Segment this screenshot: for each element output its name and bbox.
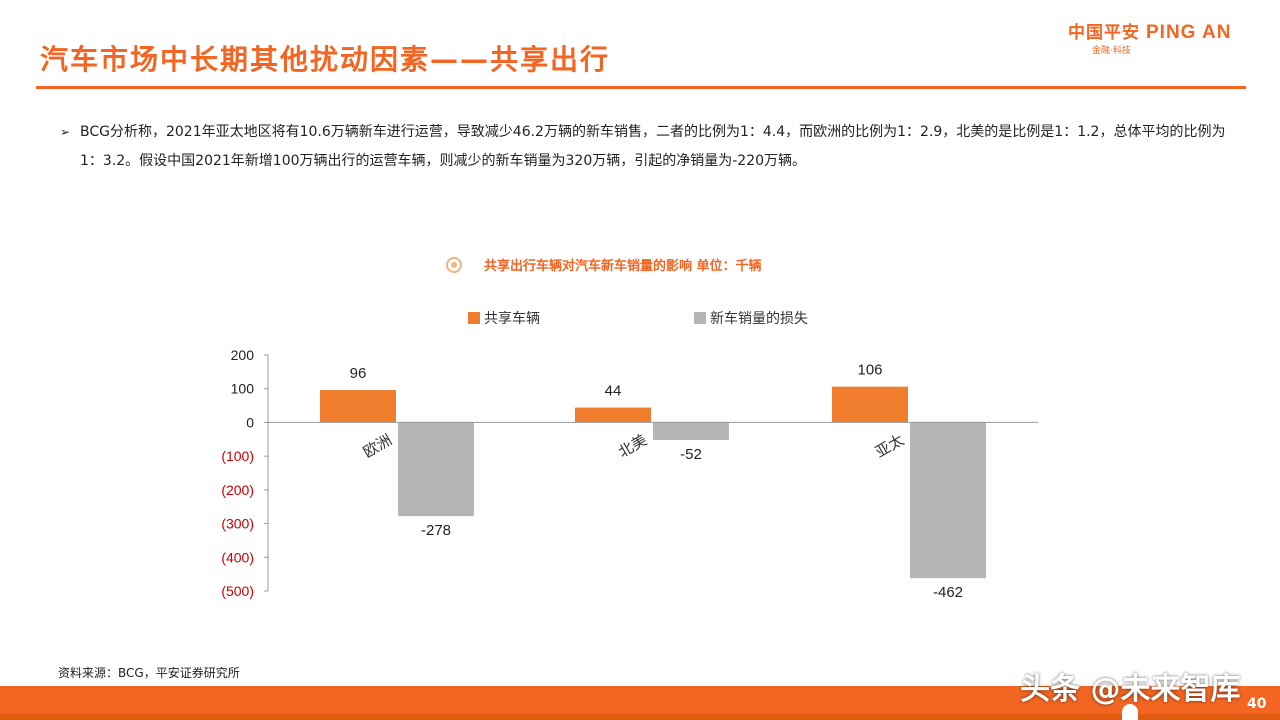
data-label: 106 [857, 362, 882, 379]
bullet-paragraph: ➢ BCG分析称，2021年亚太地区将有10.6万辆新车进行运营，导致减少46.… [60, 118, 1230, 176]
data-label: 44 [605, 383, 622, 400]
y-tick-label: 0 [246, 414, 254, 430]
title-divider [36, 86, 1246, 89]
pingan-logo: 中国平安 PING AN [1068, 18, 1231, 44]
category-label: 北美 [615, 431, 650, 462]
bar-sales-loss [398, 422, 474, 517]
y-tick-label: (200) [221, 482, 254, 498]
y-tick-label: (300) [221, 516, 254, 532]
page-number: 40 [1247, 696, 1267, 712]
page-title: 汽车市场中长期其他扰动因素——共享出行 [40, 43, 611, 76]
logo-tagline: 金融·科技 [1092, 46, 1131, 56]
target-circle-icon [446, 257, 462, 273]
bar-shared-vehicles [575, 407, 651, 423]
logo-cn-text: 中国平安 [1068, 23, 1140, 43]
legend-item-shared-vehicles: 共享车辆 [468, 308, 540, 328]
legend-swatch-gray [694, 312, 706, 324]
bar-sales-loss [653, 422, 729, 440]
chart-caption: 共享出行车辆对汽车新车销量的影响 单位：千辆 [446, 255, 762, 274]
arrow-bullet-icon: ➢ [60, 125, 71, 139]
bar-shared-vehicles [832, 386, 908, 423]
y-tick-label: 200 [231, 347, 255, 363]
data-label: 96 [350, 365, 367, 382]
data-label: -52 [680, 446, 702, 463]
logo-en-text: PING AN [1146, 22, 1232, 43]
y-tick-label: 100 [231, 381, 255, 397]
legend-label: 新车销量的损失 [710, 311, 808, 327]
footer-stripe [0, 714, 1280, 720]
category-label: 欧洲 [360, 431, 395, 462]
y-tick-label: (500) [221, 583, 254, 599]
footer-logo-mark [1122, 704, 1138, 720]
legend-item-sales-loss: 新车销量的损失 [694, 308, 808, 328]
bar-sales-loss [910, 422, 986, 579]
source-note: 资料来源：BCG，平安证券研究所 [58, 666, 240, 680]
watermark-text: 头条 @未来智库 [1020, 672, 1241, 707]
bar-shared-vehicles [320, 390, 396, 423]
chart-caption-text: 共享出行车辆对汽车新车销量的影响 单位：千辆 [484, 259, 762, 274]
y-tick-label: (100) [221, 448, 254, 464]
data-label: -462 [933, 584, 963, 601]
legend-label: 共享车辆 [484, 311, 540, 327]
y-tick-label: (400) [221, 549, 254, 565]
data-label: -278 [421, 522, 451, 539]
legend-swatch-orange [468, 312, 480, 324]
bullet-text: BCG分析称，2021年亚太地区将有10.6万辆新车进行运营，导致减少46.2万… [80, 124, 1226, 169]
category-label: 亚太 [872, 431, 907, 462]
